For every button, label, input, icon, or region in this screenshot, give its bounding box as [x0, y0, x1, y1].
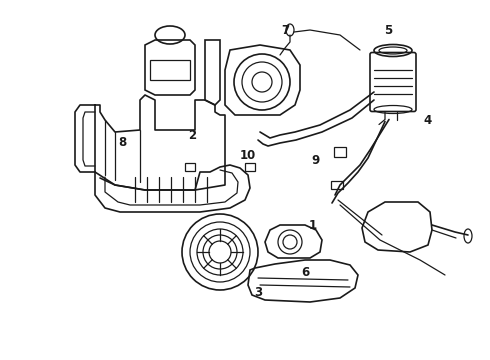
Bar	[331, 181, 343, 189]
Bar	[334, 147, 346, 157]
Text: 6: 6	[301, 266, 309, 279]
Text: 10: 10	[240, 149, 256, 162]
Text: 5: 5	[384, 23, 392, 36]
Text: 2: 2	[188, 129, 196, 141]
Text: 8: 8	[118, 135, 126, 149]
Bar	[185, 163, 195, 171]
Text: 9: 9	[311, 153, 319, 166]
Text: 1: 1	[309, 219, 317, 231]
Text: 7: 7	[281, 23, 289, 36]
Text: 3: 3	[254, 285, 262, 298]
Text: 4: 4	[424, 113, 432, 126]
Bar	[245, 163, 255, 171]
